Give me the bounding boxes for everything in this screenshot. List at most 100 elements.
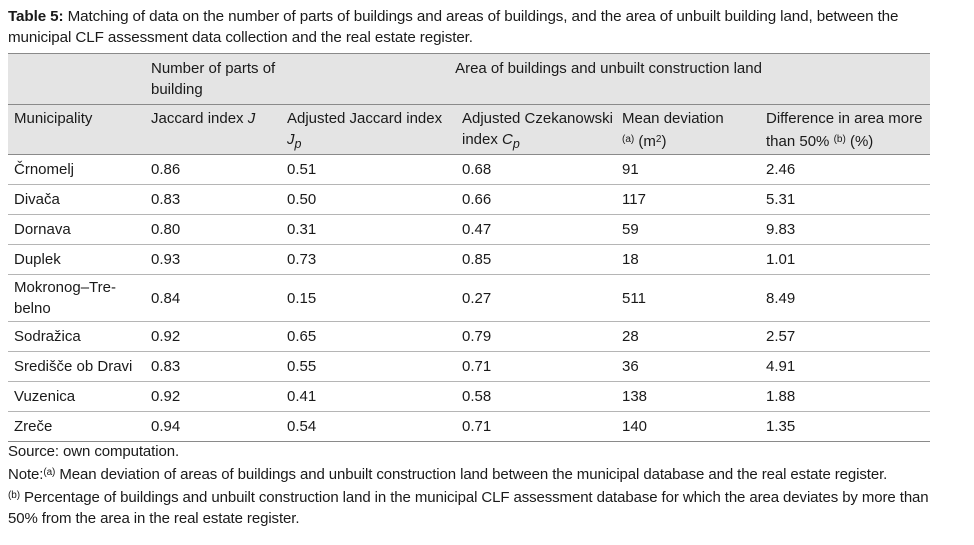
note-a-marker: (a) bbox=[43, 467, 56, 478]
cell-municipality: Sodražica bbox=[8, 321, 145, 352]
col-header-czekanowski: Adjusted Czekanowski index Cp bbox=[456, 104, 616, 155]
col-header-difference: Difference in area more than 50% (b) (%) bbox=[760, 104, 930, 155]
cell-czekanowski: 0.68 bbox=[456, 154, 616, 185]
cell-municipality: Duplek bbox=[8, 244, 145, 275]
col-header-czek-line2: index bbox=[462, 131, 498, 148]
cell-mean-deviation: 91 bbox=[616, 154, 760, 185]
cell-adj-jaccard: 0.54 bbox=[281, 411, 456, 442]
table-row: Duplek 0.93 0.73 0.85 18 1.01 bbox=[8, 244, 930, 275]
col-header-diff-note-marker: (b) bbox=[833, 134, 846, 145]
cell-mean-deviation: 138 bbox=[616, 381, 760, 412]
cell-municipality: Vuzenica bbox=[8, 381, 145, 412]
col-header-mean-unit-sup: 2 bbox=[655, 134, 662, 145]
col-header-czek-line1: Adjusted Czekanowski bbox=[462, 110, 613, 127]
cell-difference: 1.88 bbox=[760, 381, 930, 412]
cell-adj-jaccard: 0.73 bbox=[281, 244, 456, 275]
cell-jaccard: 0.92 bbox=[145, 321, 281, 352]
cell-jaccard: 0.83 bbox=[145, 184, 281, 215]
cell-mean-deviation: 18 bbox=[616, 244, 760, 275]
header-column-row: Municipality Jaccard index J Adjusted Ja… bbox=[8, 104, 930, 155]
table-row: Sodražica 0.92 0.65 0.79 28 2.57 bbox=[8, 321, 930, 352]
cell-czekanowski: 0.71 bbox=[456, 411, 616, 442]
note-label: Note: bbox=[8, 466, 44, 483]
note-b-line: (b) Percentage of buildings and unbuilt … bbox=[8, 485, 958, 529]
cell-municipality: Črnomelj bbox=[8, 154, 145, 185]
cell-mean-deviation: 117 bbox=[616, 184, 760, 215]
cell-mean-deviation: 59 bbox=[616, 214, 760, 245]
note-b-marker: (b) bbox=[8, 490, 20, 501]
cell-adj-jaccard: 0.31 bbox=[281, 214, 456, 245]
col-header-mean-unit-close: ) bbox=[661, 133, 667, 150]
cell-czekanowski: 0.58 bbox=[456, 381, 616, 412]
note-a-text: Mean deviation of areas of buildings and… bbox=[59, 466, 888, 483]
table-row: Dornava 0.80 0.31 0.47 59 9.83 bbox=[8, 214, 930, 245]
cell-adj-jaccard: 0.15 bbox=[281, 274, 456, 322]
table-caption: Table 5: Matching of data on the number … bbox=[8, 6, 958, 48]
cell-municipality: Dornava bbox=[8, 214, 145, 245]
col-header-municipality: Municipality bbox=[8, 104, 145, 155]
cell-difference: 9.83 bbox=[760, 214, 930, 245]
cell-adj-jaccard: 0.65 bbox=[281, 321, 456, 352]
header-group-parts: Number of parts of building bbox=[145, 53, 281, 105]
col-header-adj-jaccard: Adjusted Jaccard index Jp bbox=[281, 104, 456, 155]
source-line: Source: own computation. bbox=[8, 443, 180, 460]
cell-jaccard: 0.80 bbox=[145, 214, 281, 245]
cell-jaccard: 0.94 bbox=[145, 411, 281, 442]
cell-jaccard: 0.83 bbox=[145, 351, 281, 382]
cell-czekanowski: 0.66 bbox=[456, 184, 616, 215]
cell-mean-deviation: 140 bbox=[616, 411, 760, 442]
col-header-czek-symbol: C bbox=[502, 131, 513, 148]
cell-adj-jaccard: 0.50 bbox=[281, 184, 456, 215]
cell-difference: 4.91 bbox=[760, 351, 930, 382]
cell-czekanowski: 0.85 bbox=[456, 244, 616, 275]
cell-difference: 2.57 bbox=[760, 321, 930, 352]
cell-czekanowski: 0.47 bbox=[456, 214, 616, 245]
cell-adj-jaccard: 0.41 bbox=[281, 381, 456, 412]
cell-czekanowski: 0.79 bbox=[456, 321, 616, 352]
cell-difference: 2.46 bbox=[760, 154, 930, 185]
cell-adj-jaccard: 0.55 bbox=[281, 351, 456, 382]
col-header-adj-jaccard-symbol: J bbox=[287, 131, 295, 148]
col-header-adj-jaccard-label: Adjusted Jaccard index bbox=[287, 110, 443, 127]
header-group-area: Area of buildings and unbuilt constructi… bbox=[281, 53, 930, 105]
cell-difference: 8.49 bbox=[760, 274, 930, 322]
col-header-czek-sub: p bbox=[512, 137, 520, 151]
col-header-mean-deviation: Mean deviation (a) (m2) bbox=[616, 104, 760, 155]
col-header-jaccard: Jaccard index J bbox=[145, 104, 281, 155]
cell-municipality: Zreče bbox=[8, 411, 145, 442]
col-header-diff-line2: than 50% bbox=[766, 133, 830, 150]
note-b-text: Percentage of buildings and unbuilt cons… bbox=[8, 489, 929, 527]
col-header-jaccard-symbol: J bbox=[247, 110, 256, 127]
col-header-mean-note-marker: (a) bbox=[622, 134, 635, 145]
header-group-row: Number of parts of building Area of buil… bbox=[8, 53, 930, 105]
cell-mean-deviation: 36 bbox=[616, 351, 760, 382]
cell-jaccard: 0.92 bbox=[145, 381, 281, 412]
table-row: Divača 0.83 0.50 0.66 117 5.31 bbox=[8, 184, 930, 215]
cell-mean-deviation: 511 bbox=[616, 274, 760, 322]
col-header-jaccard-label: Jaccard index bbox=[151, 110, 244, 127]
col-header-diff-line1: Difference in area more bbox=[766, 110, 923, 127]
cell-municipality: Središče ob Dravi bbox=[8, 351, 145, 382]
cell-municipality: Mokronog–Tre-belno bbox=[8, 274, 145, 322]
col-header-mean-unit: (m bbox=[638, 133, 656, 150]
table-row: Središče ob Dravi 0.83 0.55 0.71 36 4.91 bbox=[8, 351, 930, 382]
caption-text: Matching of data on the number of parts … bbox=[8, 8, 899, 46]
col-header-adj-jaccard-sub: p bbox=[294, 137, 302, 151]
col-header-mean-line1: Mean deviation bbox=[622, 110, 724, 127]
cell-jaccard: 0.84 bbox=[145, 274, 281, 322]
table-row: Mokronog–Tre-belno 0.84 0.15 0.27 511 8.… bbox=[8, 274, 930, 322]
cell-adj-jaccard: 0.51 bbox=[281, 154, 456, 185]
header-empty-cell bbox=[8, 53, 145, 105]
cell-difference: 5.31 bbox=[760, 184, 930, 215]
table-row: Vuzenica 0.92 0.41 0.58 138 1.88 bbox=[8, 381, 930, 412]
cell-difference: 1.01 bbox=[760, 244, 930, 275]
cell-czekanowski: 0.27 bbox=[456, 274, 616, 322]
table-row: Zreče 0.94 0.54 0.71 140 1.35 bbox=[8, 411, 930, 442]
caption-label: Table 5: bbox=[8, 8, 64, 25]
cell-czekanowski: 0.71 bbox=[456, 351, 616, 382]
note-a-line: Note:(a) Mean deviation of areas of buil… bbox=[8, 462, 958, 485]
col-header-diff-unit: (%) bbox=[849, 133, 874, 150]
cell-municipality: Divača bbox=[8, 184, 145, 215]
cell-mean-deviation: 28 bbox=[616, 321, 760, 352]
cell-jaccard: 0.93 bbox=[145, 244, 281, 275]
